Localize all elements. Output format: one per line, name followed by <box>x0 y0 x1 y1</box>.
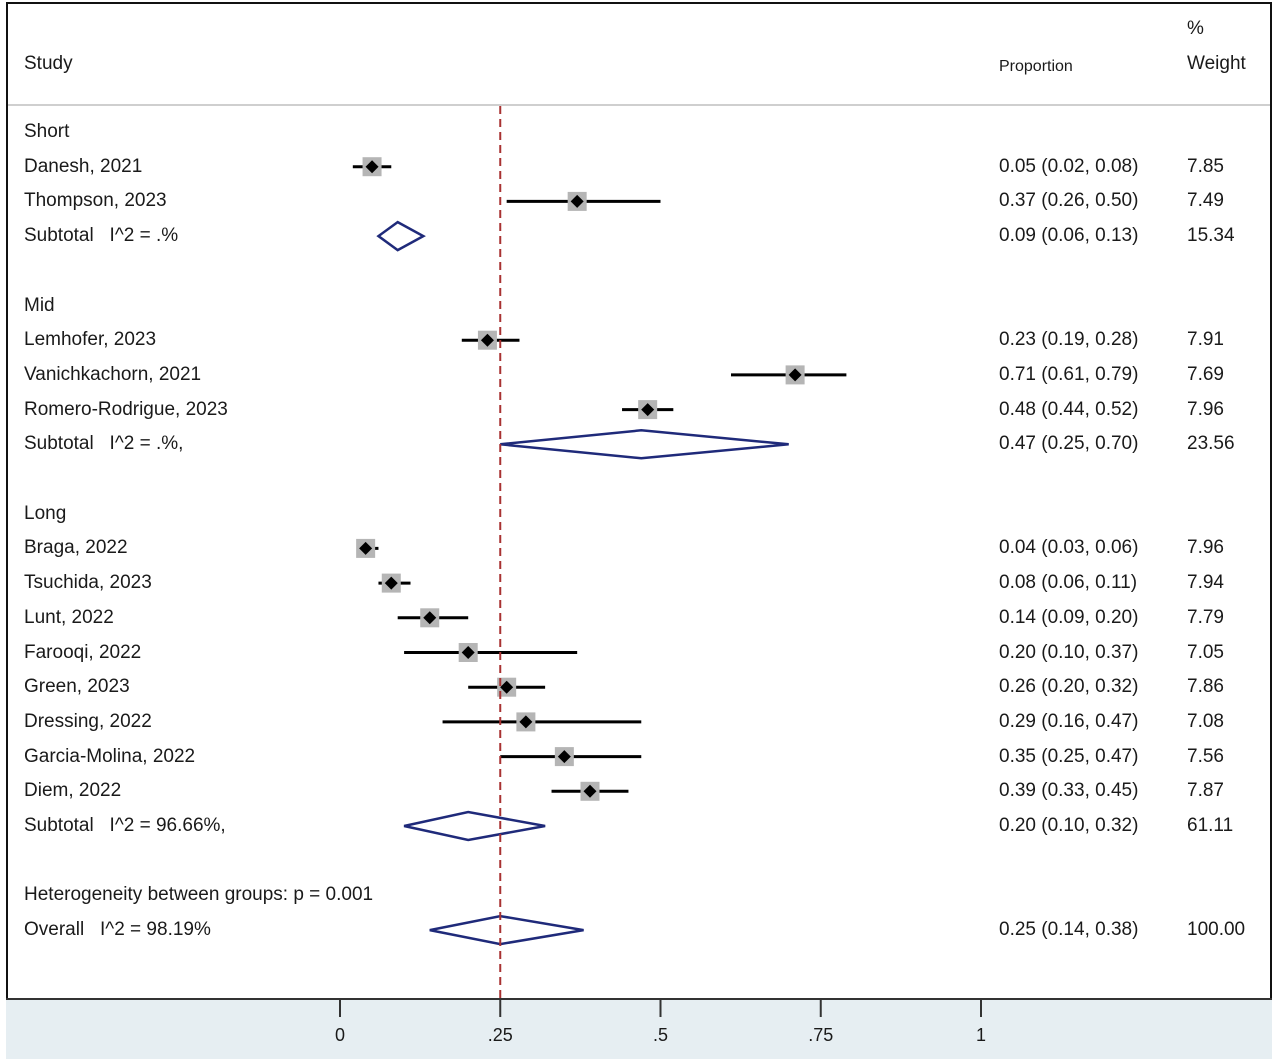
subtotal-label: Subtotal I^2 = .% <box>24 225 179 247</box>
study-label: Lemhofer, 2023 <box>24 329 157 351</box>
point-estimate-marker <box>570 194 584 208</box>
ci-text: 0.37 (0.26, 0.50) <box>999 190 1139 212</box>
study-label: Romero-Rodrigue, 2023 <box>24 398 228 420</box>
point-estimate-marker <box>641 403 655 417</box>
point-estimate-marker <box>788 368 802 382</box>
study-label: Braga, 2022 <box>24 537 128 559</box>
subtotal-label: Subtotal I^2 = 96.66%, <box>24 815 226 836</box>
subtotal-diamond <box>376 220 426 252</box>
point-estimate-marker <box>500 680 514 694</box>
group-label: Long <box>24 502 67 524</box>
weight-text: 7.85 <box>1187 155 1224 177</box>
ci-text: 0.20 (0.10, 0.37) <box>999 641 1139 663</box>
point-estimate-marker <box>461 646 475 659</box>
subtotal-diamond <box>500 429 789 460</box>
group-label: Short <box>24 121 70 142</box>
weight-text: 15.34 <box>1187 225 1235 247</box>
ci-text: 0.35 (0.25, 0.47) <box>999 745 1139 767</box>
subtotal-diamond <box>403 810 546 842</box>
ci-text: 0.26 (0.20, 0.32) <box>999 676 1139 698</box>
weight-text: 7.96 <box>1187 537 1224 559</box>
overall-label: Overall I^2 = 98.19% <box>24 919 211 941</box>
study-label: Farooqi, 2022 <box>24 641 142 663</box>
point-estimate-marker <box>365 160 379 174</box>
header-proportion: Proportion <box>999 58 1073 75</box>
point-estimate-marker <box>583 784 597 798</box>
ci-text: 0.47 (0.25, 0.70) <box>999 433 1139 455</box>
weight-text: 61.11 <box>1187 815 1234 836</box>
ci-text: 0.29 (0.16, 0.47) <box>999 710 1139 732</box>
study-label: Danesh, 2021 <box>24 155 143 177</box>
study-label: Thompson, 2023 <box>24 190 167 212</box>
subtotal-label: Subtotal I^2 = .%, <box>24 433 184 455</box>
weight-text: 23.56 <box>1187 433 1235 455</box>
point-estimate-marker <box>423 611 437 625</box>
study-label: Green, 2023 <box>24 676 130 698</box>
ci-text: 0.09 (0.06, 0.13) <box>999 225 1139 247</box>
study-label: Vanichkachorn, 2021 <box>24 363 202 385</box>
point-estimate-marker <box>519 715 533 729</box>
point-estimate-marker <box>384 576 398 590</box>
x-tick-label: 1 <box>975 1025 987 1045</box>
forest-plot-frame <box>6 2 1272 1059</box>
ci-text: 0.71 (0.61, 0.79) <box>999 363 1139 385</box>
weight-text: 7.79 <box>1187 606 1224 628</box>
ci-text: 0.48 (0.44, 0.52) <box>999 398 1139 420</box>
study-label: Dressing, 2022 <box>24 710 152 732</box>
x-tick-label: .5 <box>652 1025 669 1045</box>
ci-text: 0.39 (0.33, 0.45) <box>999 780 1139 802</box>
header-weight-percent: % <box>1187 18 1204 39</box>
x-axis-band <box>6 998 1272 1059</box>
study-label: Lunt, 2022 <box>24 606 114 628</box>
weight-text: 7.69 <box>1187 363 1224 385</box>
ci-text: 0.04 (0.03, 0.06) <box>999 537 1139 559</box>
study-label: Garcia-Molina, 2022 <box>24 745 196 767</box>
weight-text: 7.96 <box>1187 398 1224 420</box>
weight-text: 100.00 <box>1187 919 1246 941</box>
weight-text: 7.56 <box>1187 745 1224 767</box>
x-tick-label: .25 <box>487 1025 513 1045</box>
x-tick-label: 0 <box>334 1025 346 1045</box>
ci-text: 0.23 (0.19, 0.28) <box>999 329 1139 351</box>
study-label: Diem, 2022 <box>24 780 122 802</box>
weight-text: 7.87 <box>1187 780 1224 802</box>
weight-text: 7.94 <box>1187 572 1224 594</box>
x-tick-label: .75 <box>808 1025 834 1045</box>
point-estimate-marker <box>557 750 571 764</box>
ci-text: 0.14 (0.09, 0.20) <box>999 606 1139 628</box>
ci-text: 0.05 (0.02, 0.08) <box>999 155 1139 177</box>
weight-text: 7.91 <box>1187 329 1224 351</box>
weight-text: 7.05 <box>1187 641 1224 663</box>
header-weight: Weight <box>1187 53 1246 74</box>
weight-text: 7.08 <box>1187 710 1224 732</box>
weight-text: 7.49 <box>1187 190 1224 212</box>
point-estimate-marker <box>480 333 494 347</box>
header-divider <box>8 104 1270 106</box>
overall-diamond <box>429 914 584 946</box>
ci-text: 0.25 (0.14, 0.38) <box>999 919 1139 941</box>
ci-text: 0.20 (0.10, 0.32) <box>999 815 1139 836</box>
heterogeneity-note: Heterogeneity between groups: p = 0.001 <box>24 884 374 906</box>
study-label: Tsuchida, 2023 <box>24 572 152 594</box>
header-study: Study <box>24 53 73 74</box>
group-label: Mid <box>24 294 55 316</box>
point-estimate-marker <box>359 541 373 555</box>
weight-text: 7.86 <box>1187 676 1224 698</box>
ci-text: 0.08 (0.06, 0.11) <box>999 572 1138 594</box>
